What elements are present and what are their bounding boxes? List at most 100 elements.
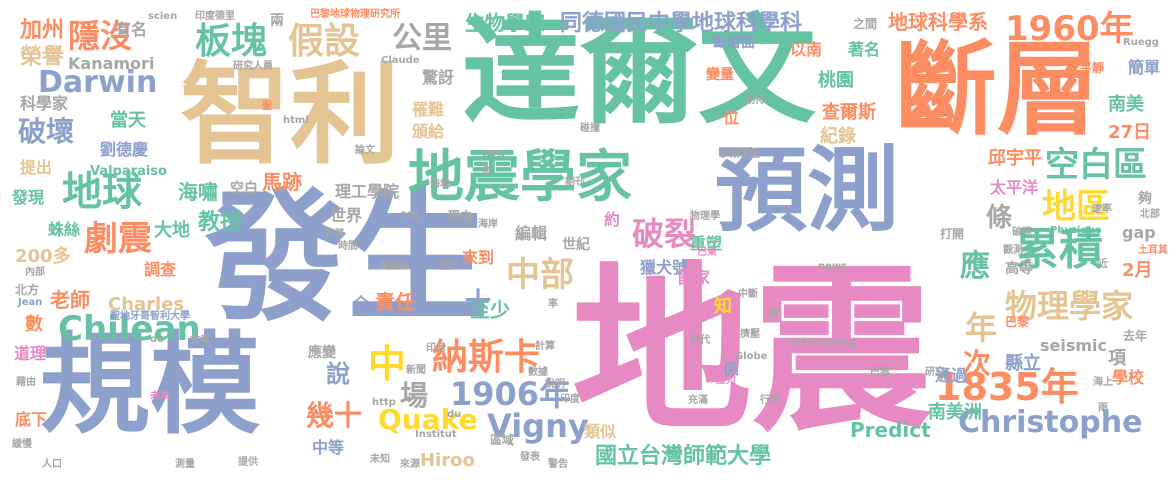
word-區域: 區域 (490, 433, 515, 447)
word-Physique: Physique (1050, 225, 1102, 236)
word-地球: 地球 (62, 169, 142, 215)
word-論文: 論文 (355, 145, 375, 156)
word-國家: 國家 (678, 268, 711, 287)
word-html: html (283, 115, 309, 126)
word-Chilean: Chilean (58, 309, 201, 349)
word-海岸: 海岸 (478, 219, 498, 230)
word-南美: 南美 (1108, 94, 1144, 115)
word-劉德慶: 劉德慶 (100, 140, 149, 159)
word-南美洲: 南美洲 (928, 402, 982, 423)
word-太平洋: 太平洋 (990, 178, 1039, 197)
word-道理: 道理 (14, 344, 47, 363)
word-編輯: 編輯 (515, 224, 548, 243)
word-聖: 聖 (262, 101, 272, 112)
word-次: 次 (963, 347, 992, 380)
word-高等: 高等 (1005, 261, 1033, 277)
word-2月: 2月 (1122, 260, 1153, 281)
word-有名: 有名 (115, 20, 148, 39)
word-研究人員: 研究人員 (233, 61, 273, 72)
word-發: 發 (482, 167, 492, 178)
word-計算: 計算 (535, 341, 555, 352)
word-巴黎-2: 巴黎 (870, 367, 890, 378)
word-Valparaiso: Valparaiso (90, 164, 167, 179)
word-Institut: Institut (415, 429, 457, 440)
word-北方: 北方 (15, 283, 40, 297)
word-測量: 測量 (175, 459, 195, 470)
word-seismic: seismic (1040, 336, 1108, 355)
word-Vigny: Vigny (487, 407, 589, 445)
word-升降: 升降 (325, 229, 345, 240)
word-中: 中 (368, 342, 407, 386)
word-伊斯坦堡: 伊斯坦堡 (720, 149, 760, 160)
word-縣立: 縣立 (1005, 353, 1041, 374)
word-約: 約 (604, 210, 621, 229)
word-壓力: 壓力 (716, 375, 736, 386)
word-1906年: 1906年 (450, 375, 572, 413)
word-擠壓: 擠壓 (740, 329, 760, 340)
word-充滿: 充滿 (688, 395, 708, 406)
word-公里: 公里 (392, 21, 452, 56)
word-文章: 文章 (190, 335, 210, 346)
word-北部: 北部 (1140, 209, 1160, 220)
word-平靜: 平靜 (1080, 61, 1105, 75)
word-地震: 地震 (572, 247, 933, 456)
word-觀測: 觀測 (1003, 245, 1023, 256)
word-智利: 智利 (180, 51, 400, 179)
word-200多: 200多 (15, 246, 71, 267)
word-以南: 以南 (790, 40, 823, 59)
word-Globe: Globe (735, 351, 768, 362)
word-警告: 警告 (548, 459, 568, 470)
word-調查: 調查 (144, 260, 177, 279)
word-年: 年 (965, 309, 998, 347)
word-世紀: 世紀 (562, 237, 590, 253)
word-海嘯: 海嘯 (178, 180, 218, 204)
word-期待: 期待 (745, 95, 765, 106)
word-假設: 假設 (288, 21, 361, 62)
word-打開: 打開 (940, 227, 965, 241)
word-雨: 雨 (1098, 403, 1108, 414)
word-Kanamori: Kanamori (68, 54, 155, 73)
word-藉由: 藉由 (16, 377, 36, 388)
word-de: de (150, 334, 164, 345)
word-通過: 通過 (935, 366, 968, 385)
word-印尼: 印尼 (426, 343, 446, 354)
word-海地: 海地 (430, 179, 450, 190)
word-巴黎: 巴黎 (1005, 315, 1030, 329)
word-緩慢: 緩慢 (12, 439, 32, 450)
word-Ruegg: Ruegg (1123, 37, 1159, 48)
word-Jean: Jean (18, 297, 43, 308)
word-頒給: 頒給 (412, 122, 445, 141)
word-空白區: 空白區 (1045, 145, 1147, 185)
word-累積: 累積 (1015, 224, 1103, 275)
word-1960年: 1960年 (1005, 9, 1134, 49)
word-邱宇平: 邱宇平 (988, 148, 1042, 169)
word-sciencemag: sciencemag (790, 337, 857, 348)
word-Charles: Charles (108, 294, 185, 315)
word-同德國民中學地球科學科: 同德國民中學地球科學科 (560, 11, 803, 36)
word-榮譽: 榮譽 (20, 45, 65, 70)
word-夠: 夠 (1138, 191, 1152, 207)
word-理工學院: 理工學院 (335, 182, 400, 201)
word-位於: 位於 (438, 261, 458, 272)
word-斷層: 斷層 (895, 31, 1099, 150)
word-未知: 未知 (370, 454, 390, 465)
word-news: news (818, 261, 848, 272)
word-空白: 空白 (230, 181, 258, 197)
word-去年: 去年 (1123, 329, 1148, 343)
word-地區: 地區 (1042, 187, 1110, 227)
word-聖地牙哥智利大學: 聖地牙哥智利大學 (110, 311, 190, 322)
word-桃園: 桃園 (818, 70, 854, 91)
word-地球科學系: 地球科學系 (888, 10, 988, 34)
word-老師: 老師 (50, 288, 90, 312)
word-巴黎地球物理研究所: 巴黎地球物理研究所 (310, 9, 400, 20)
word-當天: 當天 (110, 110, 146, 131)
word-罹難: 罹難 (412, 100, 445, 119)
word-發現: 發現 (12, 188, 45, 207)
word-簡單: 簡單 (1128, 58, 1161, 77)
word-查爾斯: 查爾斯 (822, 102, 876, 123)
word-項: 項 (1108, 348, 1126, 369)
word-中部: 中部 (506, 255, 574, 295)
word-1835年: 1835年 (935, 365, 1079, 409)
word-理由: 理由 (448, 209, 473, 223)
